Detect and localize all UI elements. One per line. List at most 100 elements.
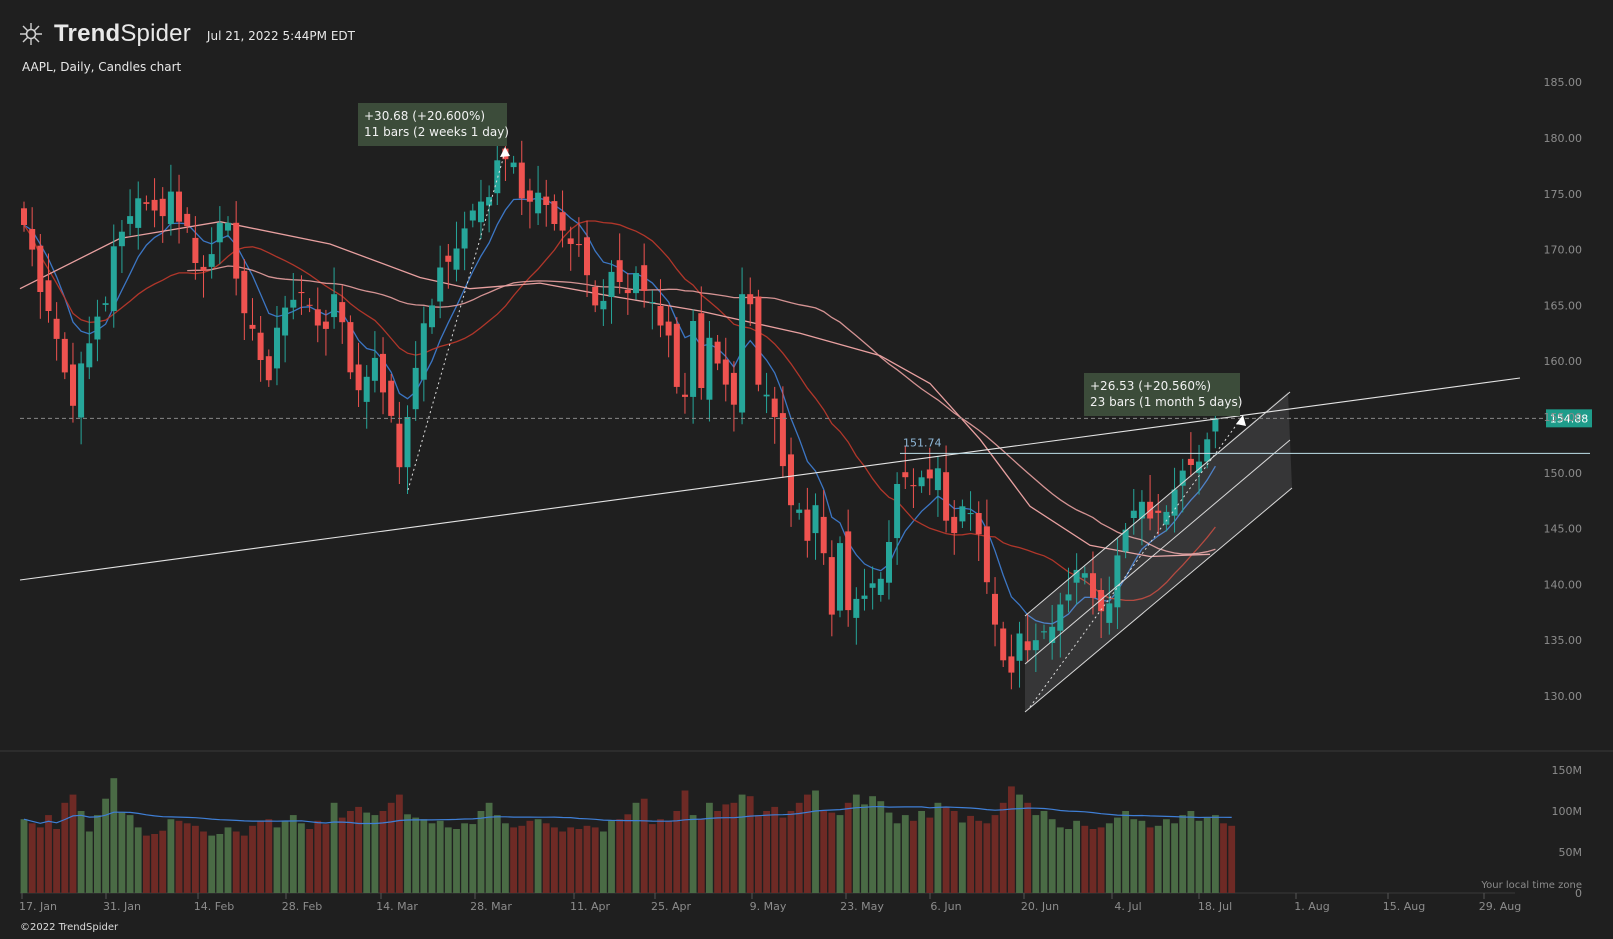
volume-bar bbox=[624, 814, 632, 893]
measure-annotation-change: +30.68 (+20.600%) bbox=[364, 109, 485, 123]
volume-bar bbox=[224, 827, 232, 893]
volume-bar bbox=[322, 824, 330, 893]
candle-body bbox=[265, 356, 272, 381]
channel-upper-line bbox=[1024, 391, 1291, 617]
candle-body bbox=[510, 162, 517, 168]
chart-timestamp: Jul 21, 2022 5:44PM EDT bbox=[206, 29, 355, 43]
volume-bar bbox=[118, 812, 126, 893]
candle-body bbox=[371, 357, 378, 381]
candle-body bbox=[1204, 439, 1211, 462]
volume-bar bbox=[689, 815, 697, 893]
volume-bar bbox=[665, 820, 672, 893]
candle-body bbox=[45, 280, 52, 311]
candle-body bbox=[1212, 418, 1219, 432]
volume-bar bbox=[436, 820, 444, 893]
candle-body bbox=[926, 469, 933, 479]
volume-bar bbox=[1195, 820, 1203, 893]
chart-label: AAPL, Daily, Candles chart bbox=[22, 60, 182, 74]
x-tick-label: 4. Jul bbox=[1114, 900, 1141, 913]
volume-bar bbox=[167, 819, 175, 893]
candle-body bbox=[649, 302, 656, 304]
x-tick-label: 28. Feb bbox=[282, 900, 322, 913]
volume-bar bbox=[94, 815, 101, 893]
candle-body bbox=[486, 197, 493, 206]
volume-bar bbox=[45, 815, 52, 893]
volume-bar bbox=[681, 790, 689, 893]
volume-bar bbox=[363, 812, 371, 893]
volume-bar bbox=[200, 831, 207, 893]
volume-bar bbox=[730, 802, 738, 893]
volume-bar bbox=[1032, 815, 1040, 893]
candle-body bbox=[747, 294, 754, 305]
volume-bar bbox=[852, 794, 860, 893]
volume-bar bbox=[1154, 825, 1162, 893]
volume-bar bbox=[485, 802, 493, 893]
candle-body bbox=[453, 248, 460, 270]
volume-bar bbox=[159, 830, 167, 893]
volume-bar bbox=[787, 811, 795, 893]
candle-body bbox=[722, 359, 729, 385]
volume-bar bbox=[28, 823, 36, 893]
y-tick-label: 145.00 bbox=[1544, 523, 1583, 536]
candle-body bbox=[322, 321, 329, 329]
candle-body bbox=[804, 509, 811, 541]
volume-bar bbox=[779, 817, 787, 893]
candle-body bbox=[861, 595, 868, 599]
volume-bar bbox=[591, 827, 599, 893]
candle-body bbox=[339, 302, 346, 323]
volume-bar bbox=[1048, 819, 1056, 893]
volume-bar bbox=[61, 802, 69, 893]
volume-bar bbox=[600, 831, 607, 893]
x-tick-label: 11. Apr bbox=[570, 900, 610, 913]
volume-bar bbox=[559, 831, 566, 893]
volume-bar bbox=[208, 835, 216, 893]
candle-body bbox=[755, 296, 762, 385]
volume-bar bbox=[85, 831, 93, 893]
x-tick-label: 9. May bbox=[750, 900, 787, 913]
volume-bar bbox=[697, 819, 705, 893]
volume-bar bbox=[387, 802, 395, 893]
volume-bar bbox=[1130, 819, 1138, 893]
volume-bar bbox=[877, 801, 885, 893]
y-tick-label: 140.00 bbox=[1544, 578, 1583, 591]
candle-body bbox=[380, 353, 386, 393]
candle-body bbox=[1098, 590, 1105, 612]
volume-bar bbox=[77, 811, 85, 893]
volume-bar bbox=[330, 802, 338, 893]
candle-body bbox=[494, 160, 501, 194]
candle-body bbox=[951, 516, 958, 534]
volume-bar bbox=[534, 819, 542, 893]
candle-body bbox=[469, 210, 476, 221]
measure-line-1 bbox=[407, 151, 506, 491]
volume-bar bbox=[738, 794, 746, 893]
x-tick-label: 6. Jun bbox=[930, 900, 961, 913]
candle-body bbox=[624, 289, 631, 294]
candle-body bbox=[992, 593, 998, 625]
measure-annotation-change: +26.53 (+20.560%) bbox=[1090, 379, 1211, 393]
candle-body bbox=[1065, 594, 1072, 601]
candle-body bbox=[118, 231, 125, 247]
volume-bar bbox=[249, 825, 256, 893]
volume-tick-label: 150M bbox=[1552, 764, 1583, 777]
candle-body bbox=[894, 484, 901, 539]
volume-bar bbox=[1114, 817, 1121, 893]
volume-bar bbox=[289, 815, 297, 893]
x-tick-label: 20. Jun bbox=[1021, 900, 1059, 913]
volume-bar bbox=[1220, 823, 1227, 893]
candle-body bbox=[771, 398, 778, 417]
candle-body bbox=[363, 376, 370, 402]
volume-bar bbox=[836, 815, 844, 893]
volume-bar bbox=[1089, 829, 1097, 893]
measure-line-2 bbox=[1029, 419, 1241, 708]
x-tick-label: 23. May bbox=[840, 900, 884, 913]
candle-body bbox=[1016, 633, 1023, 661]
candle-body bbox=[1122, 529, 1129, 552]
candle-body bbox=[1081, 573, 1088, 578]
candle-body bbox=[682, 394, 688, 397]
candle-body bbox=[429, 305, 435, 328]
volume-bar bbox=[648, 824, 656, 893]
ma-long-line bbox=[19, 221, 1211, 558]
candle-body bbox=[29, 229, 36, 250]
app-header: TrendSpider Jul 21, 2022 5:44PM EDT bbox=[18, 20, 355, 48]
